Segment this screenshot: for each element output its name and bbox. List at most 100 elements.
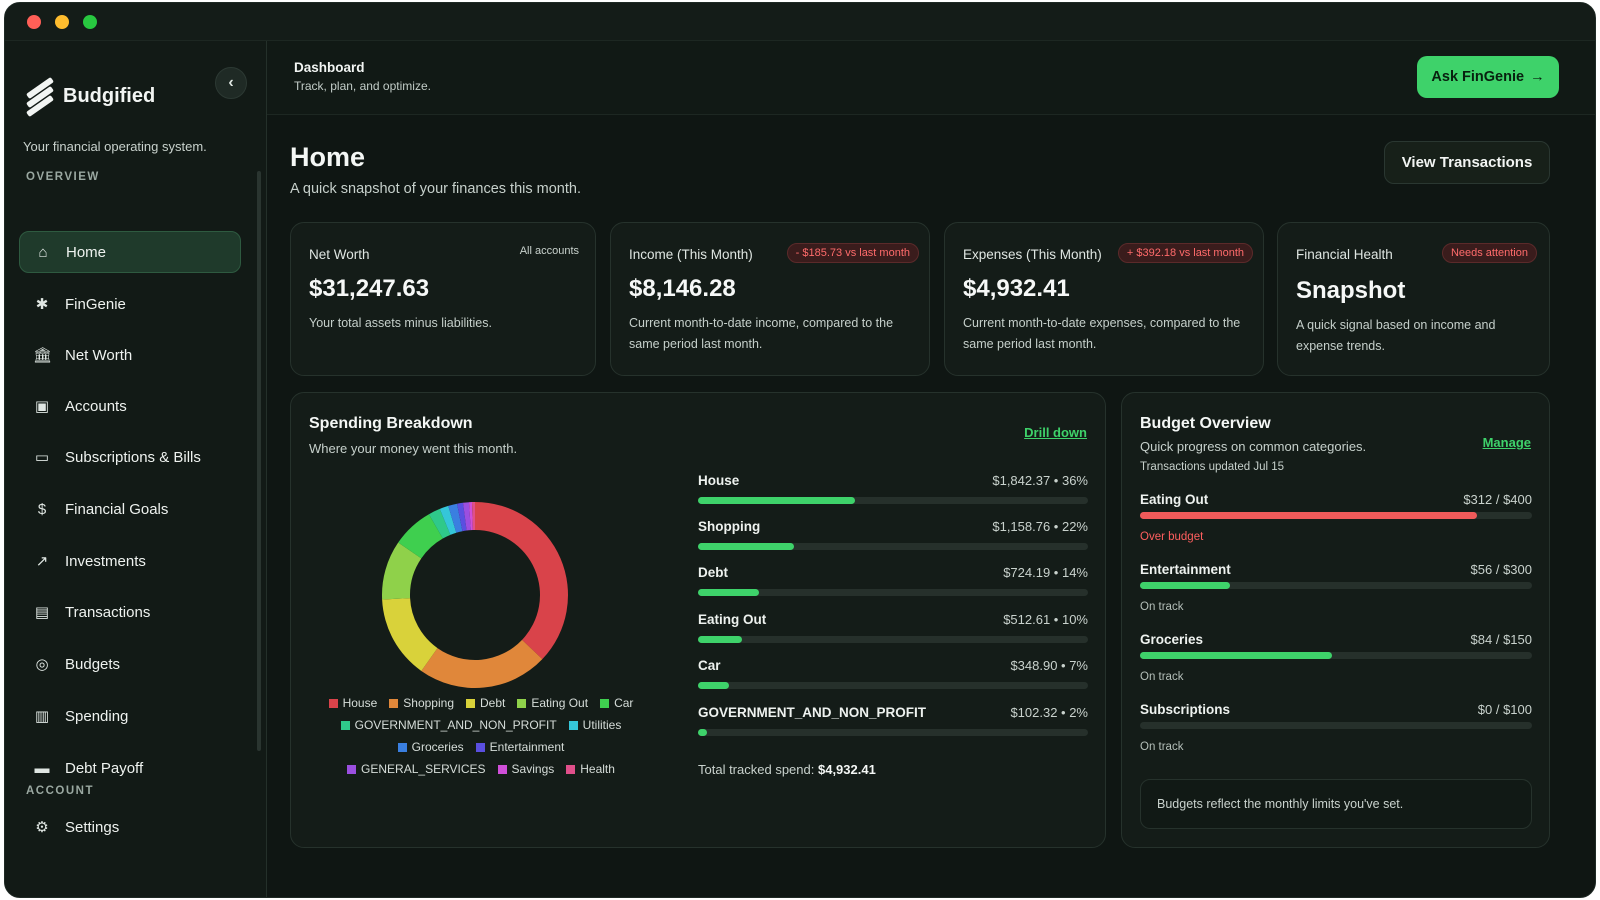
donut-slice-entertainment[interactable]: [457, 502, 467, 532]
financial-health-card[interactable]: Financial Health Needs attention Snapsho…: [1277, 222, 1550, 376]
sidebar-item-transactions[interactable]: ▤ Transactions: [19, 591, 241, 633]
spending-donut-chart[interactable]: [375, 495, 575, 695]
legend-item[interactable]: Groceries: [397, 740, 464, 754]
legend-swatch: [475, 742, 485, 752]
ask-fingenie-button[interactable]: Ask FinGenie →: [1417, 56, 1559, 98]
donut-slice-eating-out[interactable]: [382, 542, 422, 600]
close-window-button[interactable]: [27, 15, 41, 29]
wallet-icon: ▣: [34, 398, 50, 415]
category-bar-fill: [698, 589, 760, 596]
category-amount: $1,158.76 • 22%: [992, 519, 1088, 534]
spending-category-row[interactable]: Shopping $1,158.76 • 22%: [698, 519, 1088, 559]
budget-category-name: Subscriptions: [1140, 702, 1231, 717]
legend-swatch: [566, 764, 576, 774]
tagline: Your financial operating system.: [23, 139, 207, 154]
panel-title: Spending Breakdown: [309, 415, 473, 432]
legend-item[interactable]: Eating Out: [517, 696, 588, 710]
category-name: Debt: [698, 565, 728, 580]
sidebar-scrollbar[interactable]: [257, 171, 261, 751]
legend-item[interactable]: GOVERNMENT_AND_NON_PROFIT: [340, 718, 557, 732]
donut-slice-savings[interactable]: [468, 502, 473, 531]
budget-row[interactable]: Entertainment $56 / $300 On track: [1140, 562, 1532, 626]
spending-category-row[interactable]: GOVERNMENT_AND_NON_PROFIT $102.32 • 2%: [698, 705, 1088, 745]
category-bar-track: [698, 729, 1088, 736]
sidebar-item-label: Net Worth: [65, 346, 133, 364]
donut-slice-groceries[interactable]: [448, 503, 463, 533]
spending-category-row[interactable]: Car $348.90 • 7%: [698, 658, 1088, 698]
legend-item[interactable]: GENERAL_SERVICES: [347, 762, 486, 776]
budget-row[interactable]: Groceries $84 / $150 On track: [1140, 632, 1532, 696]
donut-slice-debt[interactable]: [382, 598, 438, 671]
card-description: Current month-to-date income, compared t…: [629, 316, 894, 351]
page-subtitle: A quick snapshot of your finances this m…: [290, 181, 581, 197]
category-bar-track: [698, 682, 1088, 689]
updated-timestamp: Transactions updated Jul 15: [1140, 461, 1285, 473]
legend-item[interactable]: Car: [600, 696, 633, 710]
sidebar-item-net-worth[interactable]: 🏛 Net Worth: [19, 334, 241, 376]
net-worth-card[interactable]: Net Worth All accounts $31,247.63 Your t…: [290, 222, 596, 376]
brand[interactable]: Budgified: [25, 76, 155, 118]
drill-down-link[interactable]: Drill down: [1024, 425, 1087, 440]
donut-slice-house[interactable]: [475, 502, 568, 660]
legend-item[interactable]: Debt: [466, 696, 505, 710]
sidebar-item-financial-goals[interactable]: $ Financial Goals: [19, 488, 241, 530]
accounts-filter[interactable]: All accounts: [519, 245, 579, 257]
sidebar-item-label: Investments: [65, 552, 146, 570]
document-icon: ▥: [34, 708, 50, 725]
manage-link[interactable]: Manage: [1482, 435, 1531, 450]
budget-row[interactable]: Subscriptions $0 / $100 On track: [1140, 702, 1532, 766]
sidebar-item-accounts[interactable]: ▣ Accounts: [19, 385, 241, 427]
legend-row: House Shopping Debt Eating Out Car: [311, 692, 651, 714]
total-label: Total tracked spend:: [698, 762, 815, 777]
budget-amount: $312 / $400: [1463, 492, 1532, 507]
expenses-value: $4,932.41: [963, 275, 1070, 302]
dollar-icon: $: [37, 500, 47, 518]
budget-bar-track: [1140, 722, 1532, 729]
donut-slice-government-and-non-profit[interactable]: [428, 508, 451, 539]
view-transactions-button[interactable]: View Transactions: [1384, 141, 1550, 184]
panel-title: Budget Overview: [1140, 415, 1271, 432]
budget-category-name: Groceries: [1140, 632, 1204, 647]
budget-status: Over budget: [1140, 531, 1204, 543]
sidebar-item-label: Financial Goals: [65, 500, 169, 518]
net-worth-value: $31,247.63: [309, 275, 430, 302]
budget-note: Budgets reflect the monthly limits you'v…: [1140, 779, 1532, 829]
minimize-window-button[interactable]: [55, 15, 69, 29]
collapse-sidebar-button[interactable]: ‹: [215, 67, 247, 99]
category-bar-track: [698, 543, 1088, 550]
sidebar-item-debt-payoff[interactable]: ▬ Debt Payoff: [19, 747, 241, 789]
sidebar-item-investments[interactable]: ↗ Investments: [19, 540, 241, 582]
legend-item[interactable]: Health: [566, 762, 615, 776]
total-value: $4,932.41: [817, 762, 876, 777]
donut-slice-utilities[interactable]: [439, 505, 457, 535]
legend-item[interactable]: Savings: [497, 762, 554, 776]
expenses-card[interactable]: Expenses (This Month) + $392.18 vs last …: [944, 222, 1264, 376]
donut-slice-general-services[interactable]: [462, 502, 471, 531]
chevron-left-icon: ‹: [228, 74, 234, 91]
sidebar-item-subscriptions-bills[interactable]: ▭ Subscriptions & Bills: [19, 436, 241, 478]
maximize-window-button[interactable]: [83, 15, 97, 29]
card-label: Financial Health: [1296, 247, 1393, 262]
sidebar-item-fingenie[interactable]: ✱ FinGenie: [19, 283, 241, 325]
sidebar-item-budgets[interactable]: ◎ Budgets: [19, 643, 241, 685]
donut-slice-shopping[interactable]: [421, 639, 543, 688]
sidebar-item-settings[interactable]: ⚙ Settings: [19, 806, 241, 848]
legend-item[interactable]: Utilities: [568, 718, 621, 732]
income-card[interactable]: Income (This Month) - $185.73 vs last mo…: [610, 222, 930, 376]
budget-row[interactable]: Eating Out $312 / $400 Over budget: [1140, 492, 1532, 556]
legend-item[interactable]: Shopping: [389, 696, 454, 710]
gears-icon: ⚙: [35, 819, 49, 836]
spending-category-row[interactable]: House $1,842.37 • 36%: [698, 473, 1088, 513]
spending-category-row[interactable]: Eating Out $512.61 • 10%: [698, 612, 1088, 652]
donut-slice-car[interactable]: [398, 514, 443, 559]
budget-amount: $84 / $150: [1470, 632, 1532, 647]
donut-slice-health[interactable]: [471, 502, 475, 531]
legend-item[interactable]: House: [328, 696, 377, 710]
sidebar-item-spending[interactable]: ▥ Spending: [19, 695, 241, 737]
card-description: Your total assets minus liabilities.: [309, 316, 492, 330]
legend-item[interactable]: Entertainment: [475, 740, 564, 754]
sidebar-item-home[interactable]: ⌂ Home: [19, 231, 241, 273]
spending-category-row[interactable]: Debt $724.19 • 14%: [698, 565, 1088, 605]
logo-icon: [25, 76, 55, 118]
sidebar: Budgified ‹ Your financial operating sys…: [5, 41, 267, 897]
